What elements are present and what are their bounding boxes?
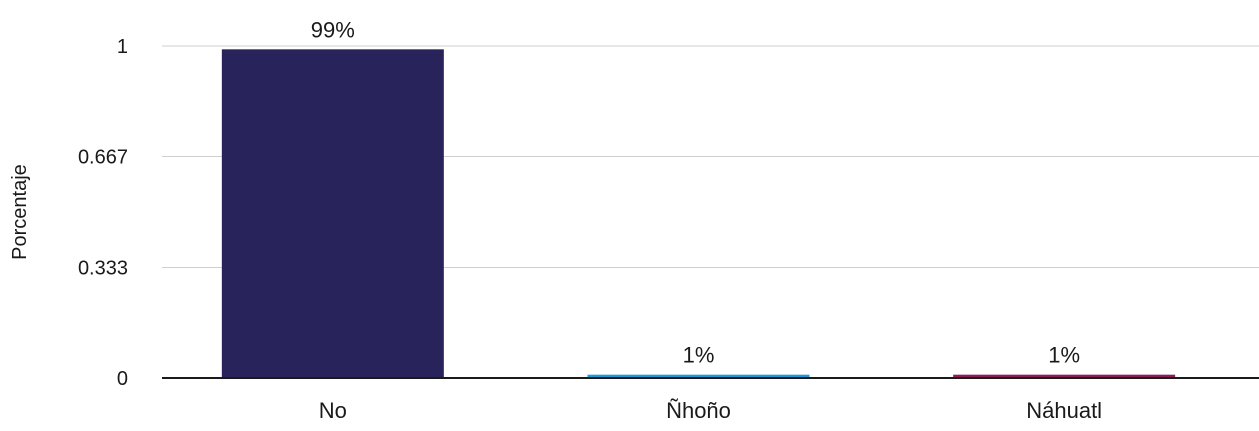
x-tick-labels: No Ñhoño Náhuatl [319, 398, 1102, 423]
data-label: 1% [1048, 343, 1080, 368]
y-axis-label: Porcentaje [9, 164, 31, 260]
y-tick-label: 0.333 [78, 257, 128, 279]
bars [221, 49, 1176, 378]
bar-2 [953, 374, 1176, 378]
x-tick-label: Náhuatl [1026, 398, 1102, 423]
data-label: 99% [311, 17, 355, 42]
y-tick-labels: 0 0.333 0.667 1 [78, 36, 128, 390]
bar-1 [587, 374, 810, 378]
bar-0 [221, 49, 444, 378]
x-tick-label: Ñhoño [666, 398, 731, 423]
y-tick-label: 0 [117, 368, 128, 390]
y-tick-label: 0.667 [78, 147, 128, 169]
y-tick-label: 1 [117, 36, 128, 58]
data-label: 1% [683, 343, 715, 368]
x-tick-label: No [319, 398, 347, 423]
data-labels: 99% 1% 1% [311, 17, 1080, 367]
